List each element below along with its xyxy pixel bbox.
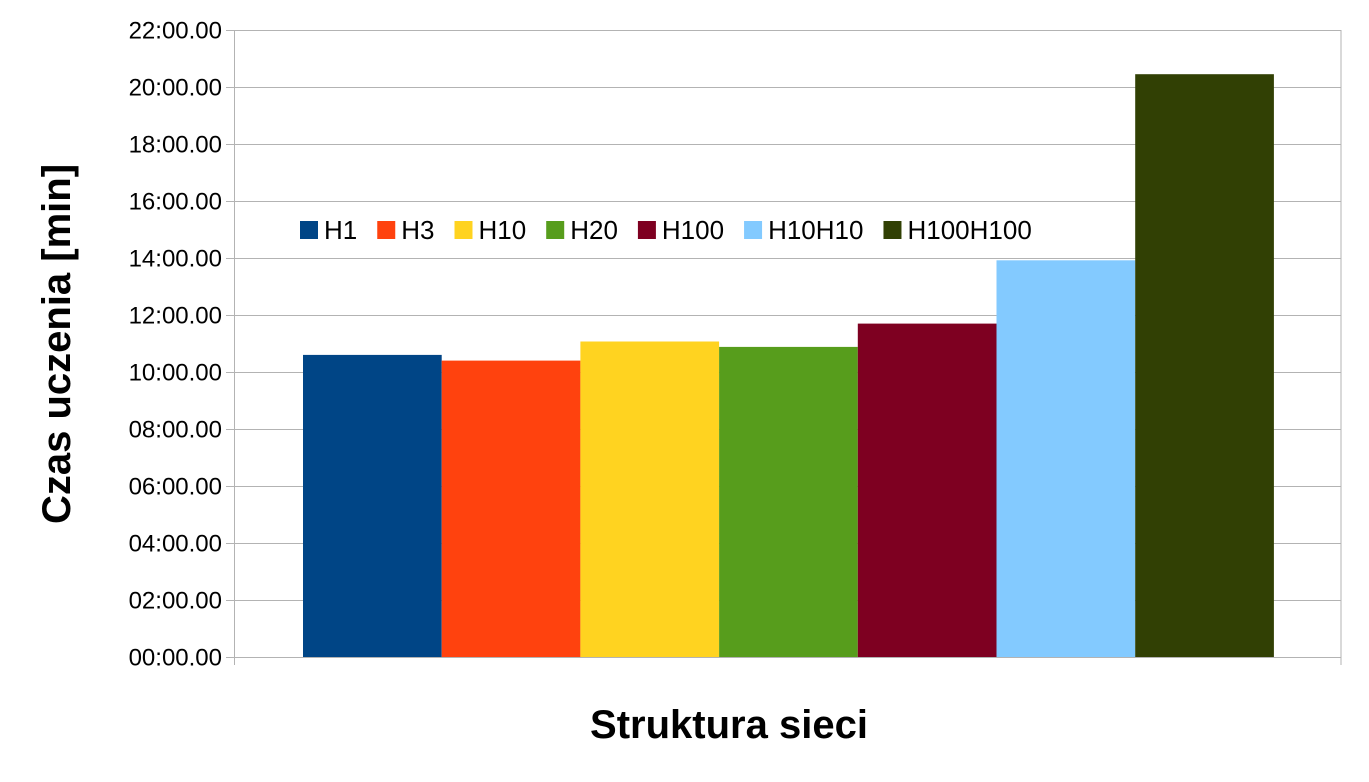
bar-h3 xyxy=(441,360,581,657)
y-tick-label: 18:00.00 xyxy=(129,132,222,159)
y-tick-label: 12:00.00 xyxy=(129,303,222,330)
bar-h20 xyxy=(719,346,858,657)
y-tick-label: 22:00.00 xyxy=(129,18,222,45)
bar-h100 xyxy=(857,323,997,657)
legend-label: H100 xyxy=(662,215,724,245)
y-tick-label: 06:00.00 xyxy=(129,474,222,501)
legend-swatch xyxy=(546,221,565,239)
y-tick-label: 02:00.00 xyxy=(129,588,222,615)
bar-h10 xyxy=(580,341,720,657)
axes: 00:00.00 02:00.00 04:00.00 06:00.00 08:00.00… xyxy=(129,18,1342,672)
legend: H1 H3 H10 H20 H100 H10H10 H100H100 xyxy=(300,215,1032,245)
legend-label: H100H100 xyxy=(907,215,1031,245)
legend-swatch xyxy=(637,221,656,239)
y-axis-title: Czas uczenia [min] xyxy=(35,164,79,524)
legend-label: H10H10 xyxy=(768,215,863,245)
legend-label: H20 xyxy=(570,215,618,245)
bar-h1 xyxy=(303,354,442,657)
legend-swatch xyxy=(300,221,318,239)
legend-swatch xyxy=(883,221,902,239)
bars xyxy=(303,74,1274,657)
legend-swatch xyxy=(744,221,763,239)
legend-swatch xyxy=(377,221,396,239)
legend-label: H1 xyxy=(324,215,357,245)
y-tick-label: 04:00.00 xyxy=(129,531,222,558)
y-tick-label: 16:00.00 xyxy=(129,189,222,216)
bar-h10h10 xyxy=(996,260,1136,657)
x-axis-title: Struktura sieci xyxy=(590,703,868,747)
y-tick-label: 10:00.00 xyxy=(129,360,222,387)
legend-label: H10 xyxy=(479,215,527,245)
legend-swatch xyxy=(454,221,473,239)
y-tick-label: 20:00.00 xyxy=(129,75,222,102)
y-tick-label: 14:00.00 xyxy=(129,246,222,273)
y-tick-label: 00:00.00 xyxy=(129,645,222,672)
y-tick-label: 08:00.00 xyxy=(129,417,222,444)
bar-h100h100 xyxy=(1135,74,1274,657)
legend-label: H3 xyxy=(401,215,434,245)
